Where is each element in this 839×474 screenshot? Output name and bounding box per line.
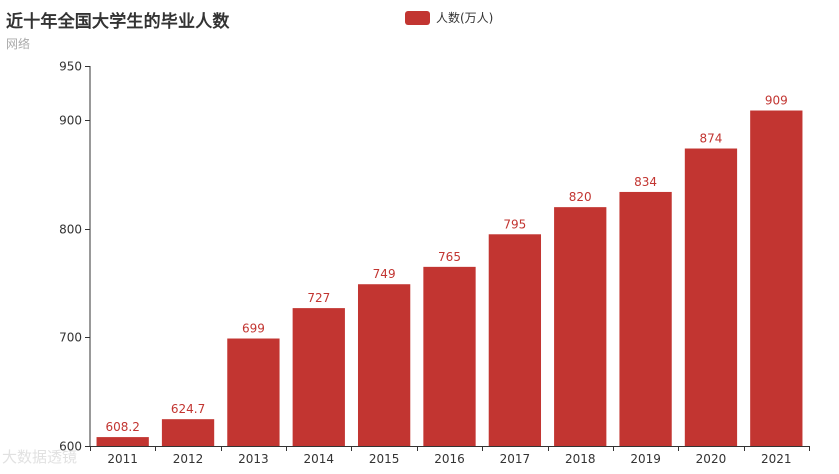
bar-2018[interactable]: [554, 207, 607, 446]
bar-value-label: 834: [634, 175, 657, 189]
bar-value-label: 624.7: [171, 402, 205, 416]
bar-value-labels: 608.2 624.7 699 727 749 765 795 820 834 874 909: [106, 94, 788, 435]
x-tick-label: 2020: [696, 452, 727, 466]
chart-title: 近十年全国大学生的毕业人数: [6, 12, 230, 32]
bar-value-label: 874: [700, 132, 723, 146]
x-tick-label: 2019: [630, 452, 661, 466]
bar-value-label: 727: [307, 291, 330, 305]
bar-2019[interactable]: [619, 191, 672, 446]
bar-2015[interactable]: [357, 284, 411, 446]
x-tick-label: 2016: [434, 452, 465, 466]
x-tick-label: 2015: [369, 452, 400, 466]
bar-2016[interactable]: [423, 266, 476, 446]
x-tick-label: 2014: [303, 452, 334, 466]
bar-value-label: 765: [438, 250, 461, 264]
y-tick-label: 900: [59, 114, 82, 128]
bar-2014[interactable]: [292, 308, 345, 446]
chart-subtitle: 网络: [6, 37, 31, 51]
bar-value-label: 749: [373, 267, 396, 281]
bar-value-label: 699: [242, 322, 265, 336]
bar-2021[interactable]: [750, 110, 803, 446]
bar-2017[interactable]: [488, 234, 542, 446]
y-tick-label: 600: [59, 440, 82, 454]
bar-2020[interactable]: [684, 148, 738, 446]
watermark: 大数据透镜: [2, 448, 78, 466]
bar-value-label: 608.2: [106, 420, 140, 434]
x-tick-label: 2018: [565, 452, 596, 466]
x-tick-label: 2011: [107, 452, 138, 466]
y-tick-label: 700: [59, 331, 82, 345]
bar-2012[interactable]: [161, 419, 215, 446]
bar-value-label: 820: [569, 190, 592, 204]
legend[interactable]: 人数(万人): [405, 9, 493, 26]
y-tick-label: 950: [59, 60, 82, 74]
bar-series: [96, 110, 803, 446]
bar-value-label: 909: [765, 94, 788, 108]
x-tick-label: 2021: [761, 452, 792, 466]
x-tick-label: 2017: [500, 452, 531, 466]
legend-label: 人数(万人): [436, 11, 494, 25]
x-tick-label: 2013: [238, 452, 269, 466]
bar-2011[interactable]: [96, 437, 149, 446]
legend-swatch-icon: [405, 10, 430, 25]
x-axis: 2011 2012 2013 2014 2015 2016 2017 2018 2019 2020…: [90, 446, 810, 466]
y-axis: 600 700 800 900 950: [59, 60, 91, 454]
y-tick-label: 800: [59, 223, 82, 237]
x-tick-label: 2012: [173, 452, 204, 466]
bar-2013[interactable]: [227, 338, 280, 446]
bar-value-label: 795: [503, 217, 526, 231]
